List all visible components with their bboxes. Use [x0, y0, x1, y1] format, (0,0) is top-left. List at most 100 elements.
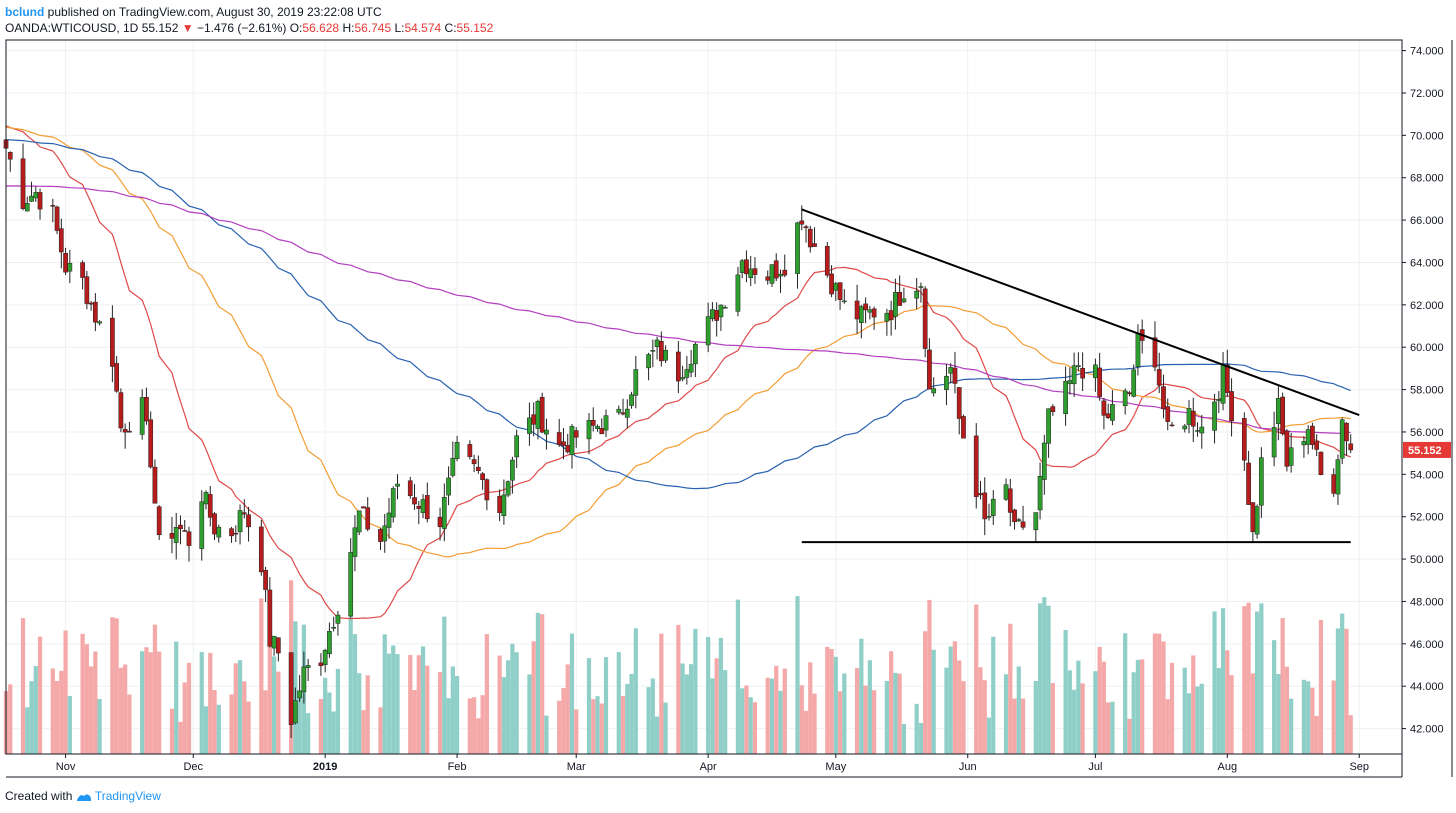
time-tick-label: Mar	[567, 761, 586, 773]
volume-bar	[982, 680, 987, 754]
candle-body	[156, 506, 162, 536]
candle-body	[361, 506, 366, 509]
candle-body	[50, 205, 56, 207]
candle-body	[63, 253, 68, 273]
symbol-label[interactable]: OANDA:WTICOUSD, 1D	[5, 21, 139, 35]
candle-body	[58, 228, 64, 253]
volume-bar	[1314, 715, 1319, 754]
volume-bar	[501, 677, 506, 754]
volume-bar	[684, 674, 689, 754]
time-axis[interactable]: Nov Dec 2019 Feb Mar Apr May Jun Jul Aug Sep	[56, 754, 1369, 773]
author-name[interactable]: bclund	[5, 5, 45, 19]
candle-body	[1007, 488, 1013, 513]
volume-bar	[680, 663, 685, 754]
volume-bar	[471, 697, 477, 754]
price-tick-label: 68.000	[1410, 173, 1444, 185]
candle-body	[1271, 427, 1277, 458]
candle-body	[467, 444, 473, 457]
volume-bar	[327, 692, 332, 754]
candle-body	[752, 268, 758, 275]
volume-bar	[20, 618, 26, 754]
volume-bar	[246, 701, 251, 754]
volume-bar	[476, 718, 481, 754]
candle-body	[1156, 369, 1162, 386]
candle-body	[335, 614, 341, 624]
volume-bar	[144, 647, 149, 754]
ma200-line	[5, 185, 1351, 434]
candle-body	[595, 426, 600, 429]
volume-bar	[1276, 673, 1281, 754]
volume-bar	[242, 681, 247, 754]
volume-bar	[514, 652, 519, 754]
volume-bar	[1348, 715, 1353, 754]
candle-body	[561, 441, 566, 446]
time-tick-label: Feb	[448, 761, 467, 773]
volume-bar	[599, 703, 604, 754]
volume-bar	[267, 608, 272, 754]
volume-bar	[59, 670, 64, 754]
candle-body	[1131, 369, 1137, 397]
volume-bar	[1199, 683, 1204, 754]
volume-bar	[1003, 674, 1009, 754]
volume-bar	[480, 695, 485, 754]
volume-bar	[1042, 597, 1047, 754]
volume-bar	[361, 710, 366, 754]
volume-bar	[1127, 718, 1132, 754]
price-tick-label: 50.000	[1410, 554, 1444, 566]
created-with-label: Created with	[5, 789, 73, 803]
last-price: 55.152	[141, 21, 179, 35]
volume-bar	[416, 655, 421, 754]
candle-body	[514, 435, 520, 458]
candle-body	[629, 394, 634, 406]
volume-bar	[127, 694, 132, 754]
tradingview-brand[interactable]: TradingView	[94, 789, 161, 803]
volume-bar	[1072, 689, 1077, 754]
candle-body	[1020, 521, 1026, 528]
candle-body	[527, 417, 532, 434]
volume-bar	[1037, 603, 1043, 754]
candle-body	[858, 306, 864, 323]
candle-body	[952, 367, 958, 384]
volume-bar	[67, 696, 72, 754]
candle-body	[327, 631, 332, 655]
volume-bar	[897, 673, 902, 754]
volume-bar	[1020, 698, 1026, 754]
volume-bar	[408, 654, 413, 754]
volume-bar	[765, 677, 770, 754]
price-axis[interactable]: 74.000 72.000 70.000 68.000 66.000 64.000 62.0…	[1402, 46, 1451, 736]
candle-body	[658, 341, 664, 362]
candle-body	[390, 488, 396, 518]
candle-body	[84, 276, 90, 304]
candle-body	[1190, 410, 1196, 427]
down-arrow-icon: ▼	[181, 21, 194, 35]
time-tick-label: Jul	[1088, 761, 1102, 773]
volume-bar	[1169, 662, 1175, 754]
publish-line: bclund published on TradingView.com, Aug…	[5, 4, 493, 20]
volume-bar	[271, 656, 277, 754]
volume-bar	[535, 612, 541, 754]
volume-bar	[437, 672, 443, 754]
volume-bar	[744, 685, 749, 754]
candle-body	[93, 301, 98, 323]
volume-bar	[237, 660, 243, 754]
candle-body	[437, 516, 443, 528]
volume-bar	[531, 641, 536, 754]
volume-bar	[769, 678, 775, 754]
candle-body	[182, 530, 188, 532]
candle-body	[169, 533, 175, 539]
candle-body	[603, 415, 609, 431]
price-tick-label: 72.000	[1410, 88, 1444, 100]
high-label: H:	[342, 21, 355, 35]
candle-body	[888, 310, 894, 321]
price-tick-label: 42.000	[1410, 724, 1444, 736]
candle-body	[1280, 396, 1285, 434]
candle-body	[1101, 400, 1107, 416]
volume-bar	[1186, 693, 1192, 754]
legend-line: OANDA:WTICOUSD, 1D 55.152 ▼ −1.476 (−2.6…	[5, 20, 493, 36]
volume-bar	[884, 680, 889, 754]
volume-bar	[1250, 673, 1255, 754]
volume-bar	[948, 646, 953, 754]
candle-body	[586, 420, 592, 440]
candle-body	[918, 286, 924, 288]
